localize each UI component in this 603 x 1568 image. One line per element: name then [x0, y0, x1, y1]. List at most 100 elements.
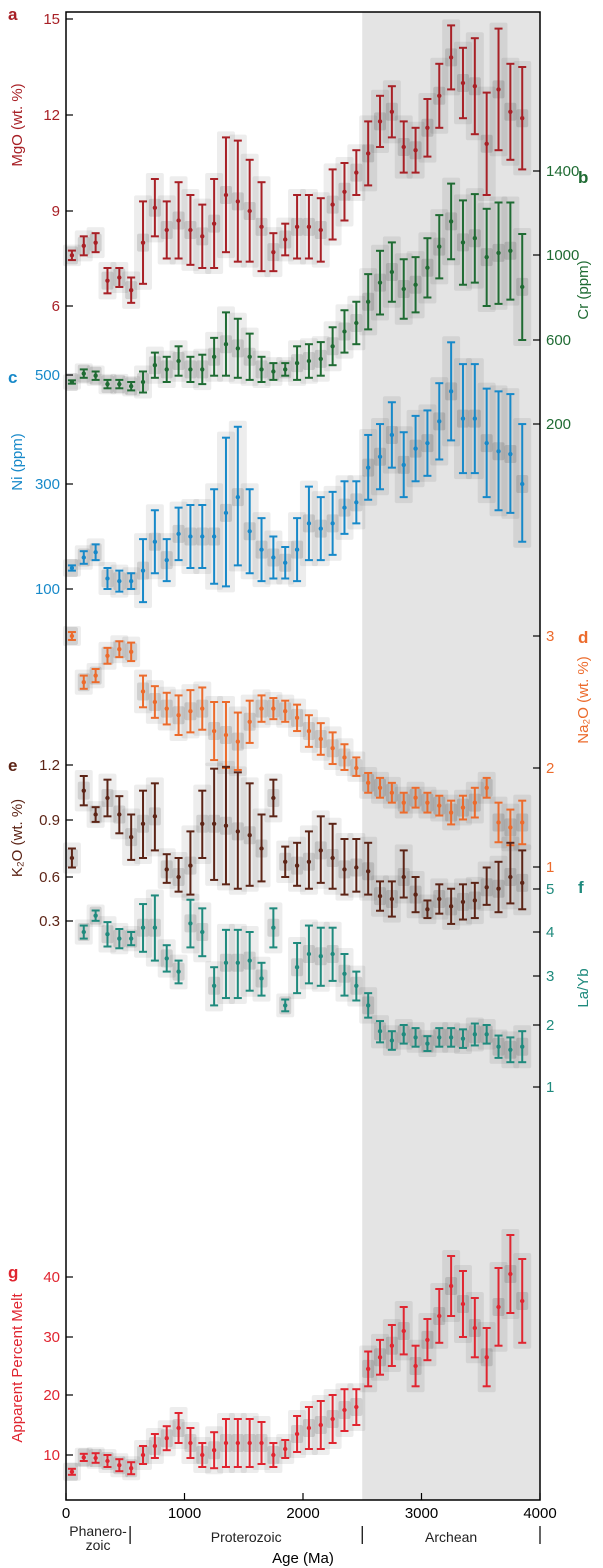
data-point	[389, 269, 395, 275]
data-point	[283, 859, 288, 864]
data-point	[413, 148, 418, 153]
data-point	[508, 451, 513, 457]
data-point	[152, 539, 158, 544]
data-point	[496, 886, 501, 891]
data-point	[330, 855, 335, 861]
data-point	[176, 713, 181, 718]
data-point	[283, 367, 288, 372]
data-point	[365, 869, 371, 874]
data-point	[188, 227, 193, 233]
data-point	[425, 800, 430, 805]
data-point	[520, 481, 525, 487]
data-point	[294, 863, 300, 868]
data-point	[176, 218, 181, 223]
data-point	[247, 719, 252, 724]
data-point	[496, 250, 501, 256]
data-point	[330, 344, 335, 349]
y-tick-label: 500	[35, 367, 60, 384]
y-tick-label: 100	[35, 581, 60, 598]
data-point	[235, 346, 241, 351]
data-point	[306, 358, 312, 364]
data-point	[413, 1035, 418, 1040]
data-point	[389, 109, 395, 115]
panel-letter-f: f	[578, 878, 584, 897]
y-tick-label: 4	[546, 924, 554, 941]
y-tick-label: 1	[546, 859, 554, 876]
data-point	[520, 880, 525, 886]
panel-letter-b: b	[578, 168, 588, 187]
data-point	[128, 649, 134, 655]
data-point	[460, 240, 466, 245]
data-point	[117, 275, 122, 280]
data-point	[460, 416, 466, 421]
data-point	[105, 653, 110, 658]
data-point	[93, 673, 98, 678]
data-point	[508, 825, 513, 830]
data-point	[283, 1003, 288, 1008]
data-point	[128, 578, 134, 584]
data-point	[413, 892, 418, 897]
data-point	[117, 381, 122, 387]
data-point	[69, 379, 75, 385]
data-point	[223, 1440, 229, 1446]
data-point	[128, 936, 134, 941]
data-point	[484, 885, 489, 890]
data-point	[211, 821, 217, 826]
data-point	[484, 440, 489, 446]
axis-label-f: La/Yb	[575, 968, 592, 1007]
data-point	[235, 494, 241, 500]
data-point	[306, 521, 312, 526]
data-point	[223, 732, 229, 738]
data-point	[484, 1032, 489, 1037]
series-f	[79, 894, 527, 1064]
data-point	[93, 812, 98, 817]
data-point	[200, 1452, 205, 1458]
data-point	[81, 371, 86, 376]
data-point	[318, 1422, 323, 1428]
data-point	[283, 1446, 288, 1452]
x-tick-label: 1000	[168, 1505, 201, 1522]
data-point	[448, 904, 454, 909]
data-point	[460, 805, 466, 810]
data-point	[342, 867, 347, 872]
data-point	[508, 1047, 513, 1053]
y-tick-label: 300	[35, 476, 60, 493]
eon-label-archean: Archean	[425, 1529, 477, 1545]
data-point	[69, 855, 75, 861]
data-point	[377, 893, 383, 899]
data-point	[460, 1301, 466, 1307]
data-point	[496, 1044, 501, 1049]
data-point	[448, 389, 454, 394]
data-point	[200, 234, 205, 239]
data-point	[306, 1425, 312, 1431]
data-point	[128, 1466, 134, 1471]
data-point	[437, 1313, 442, 1319]
data-point	[330, 521, 335, 526]
data-point	[271, 795, 276, 801]
y-tick-label: 5	[546, 881, 554, 898]
data-point	[152, 814, 158, 819]
series-g	[67, 1234, 527, 1476]
data-point	[437, 93, 442, 99]
data-point	[128, 287, 134, 293]
data-point	[354, 983, 359, 988]
data-point	[117, 578, 122, 584]
data-point	[401, 1032, 406, 1037]
y-tick-label: 0.9	[39, 812, 60, 829]
y-tick-label: 1	[546, 1079, 554, 1096]
data-point	[306, 859, 312, 864]
x-axis-title: Age (Ma)	[272, 1550, 334, 1567]
x-tick-label: 0	[62, 1505, 70, 1522]
data-point	[472, 236, 478, 241]
x-tick-label: 4000	[523, 1505, 556, 1522]
y-tick-label: 200	[546, 416, 571, 433]
data-point	[283, 709, 288, 714]
data-point	[93, 240, 98, 245]
data-point	[330, 951, 335, 957]
data-point	[294, 547, 300, 552]
data-point	[318, 848, 323, 853]
data-point	[377, 1355, 383, 1360]
data-point	[283, 560, 288, 565]
y-tick-label: 0.3	[39, 913, 60, 930]
data-point	[448, 1035, 454, 1040]
